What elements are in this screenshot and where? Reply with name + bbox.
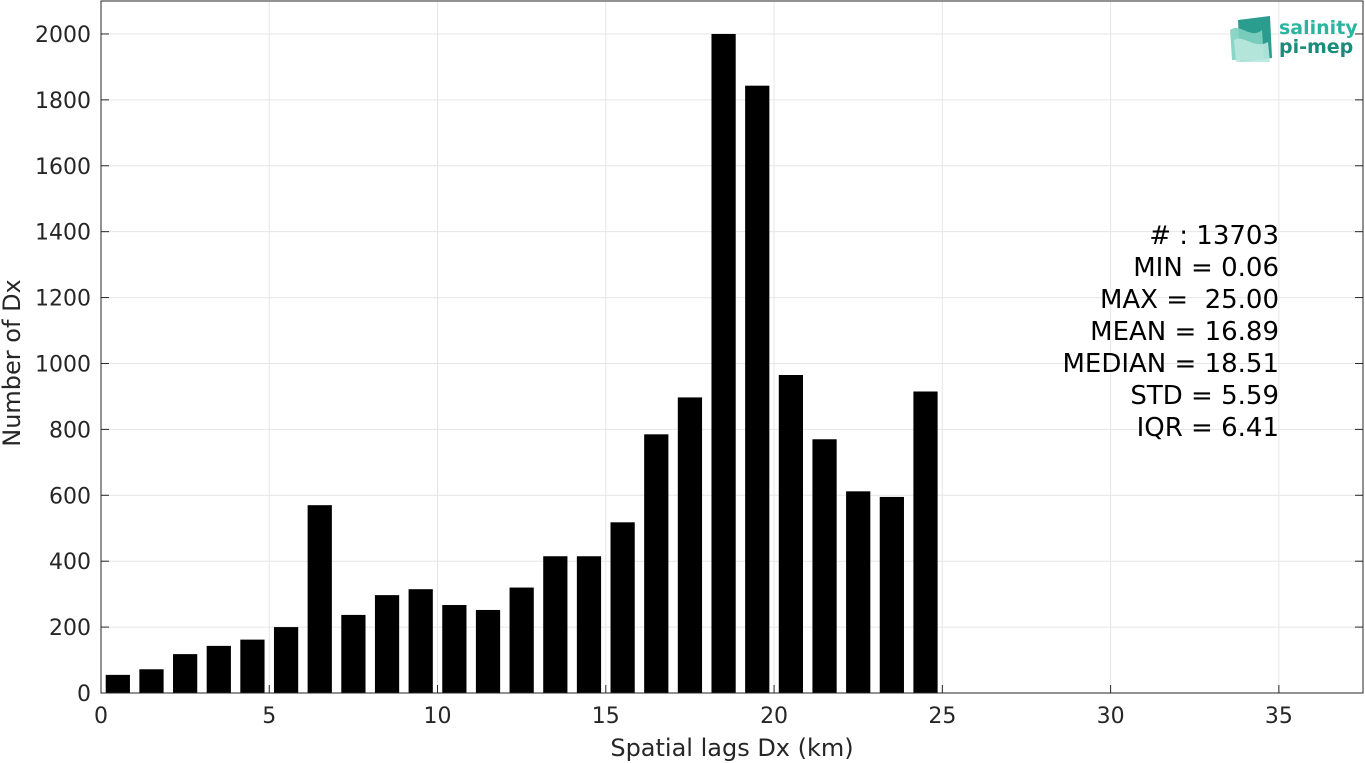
histogram-bar	[677, 397, 703, 693]
x-tick-label: 15	[592, 704, 620, 729]
y-tick-label: 1400	[35, 221, 91, 246]
statistics-box: # : 13703 MIN = 0.06 MAX = 25.00 MEAN = …	[1062, 221, 1279, 443]
histogram-bar	[105, 674, 130, 693]
stats-max: MAX = 25.00	[1100, 285, 1279, 315]
y-axis-ticks: 0 200 400 600 800 1000 1200 1400 1600 1800 2000	[35, 23, 1363, 707]
x-tick-label: 30	[1097, 704, 1125, 729]
plot-frame	[100, 0, 1364, 694]
stats-median: MEDIAN = 18.51	[1062, 349, 1279, 379]
wave-logo-icon	[1230, 16, 1272, 62]
histogram-bar	[913, 391, 938, 693]
histogram-bar	[778, 375, 804, 693]
y-tick-label: 1600	[35, 155, 91, 180]
histogram-bar	[509, 587, 534, 693]
histogram-bar	[812, 439, 837, 693]
x-tick-label: 35	[1265, 704, 1293, 729]
stats-mean: MEAN = 16.89	[1090, 317, 1279, 347]
x-axis-ticks: 0 5 10 15 20 25 30 35	[94, 685, 1293, 729]
x-tick-label: 0	[94, 704, 108, 729]
stats-min: MIN = 0.06	[1133, 253, 1279, 283]
y-tick-label: 800	[49, 418, 91, 443]
bars	[105, 33, 938, 693]
logo-text-pi-mep: pi-mep	[1279, 36, 1353, 58]
y-tick-label: 200	[49, 616, 91, 641]
histogram-bar	[543, 556, 568, 693]
histogram-bar	[240, 639, 265, 693]
x-tick-label: 20	[760, 704, 788, 729]
y-tick-label: 1000	[35, 352, 91, 377]
y-tick-label: 1200	[35, 287, 91, 312]
stats-count: # : 13703	[1149, 221, 1279, 251]
x-tick-label: 5	[262, 704, 276, 729]
y-tick-label: 0	[77, 682, 91, 707]
y-tick-label: 1800	[35, 89, 91, 114]
salinity-pi-mep-logo: salinity pi-mep	[1230, 16, 1358, 62]
x-tick-label: 25	[928, 704, 956, 729]
histogram-bar	[173, 654, 198, 693]
histogram-bar	[442, 605, 467, 693]
histogram-bar	[576, 556, 602, 693]
y-tick-label: 600	[49, 484, 91, 509]
histogram-bar	[273, 627, 299, 693]
x-tick-label: 10	[424, 704, 452, 729]
histogram-bar	[610, 522, 635, 693]
histogram-bar	[644, 434, 669, 693]
y-tick-label: 2000	[35, 23, 91, 48]
histogram-bar	[341, 614, 366, 693]
x-axis-title: Spatial lags Dx (km)	[610, 734, 853, 762]
histogram-bar	[206, 645, 231, 693]
y-axis-title: Number of Dx	[0, 279, 26, 446]
stats-iqr: IQR = 6.41	[1137, 413, 1279, 443]
histogram-bar	[374, 595, 400, 693]
y-tick-label: 400	[49, 550, 91, 575]
histogram-bar	[408, 589, 433, 693]
histogram-bar	[711, 33, 736, 693]
logo-text-salinity: salinity	[1279, 17, 1358, 39]
histogram-bar	[745, 85, 770, 693]
histogram-bar	[475, 609, 501, 693]
histogram-bar	[307, 505, 332, 693]
histogram-bar	[846, 491, 871, 693]
histogram-bar	[879, 496, 904, 693]
histogram-bar	[139, 669, 164, 693]
stats-std: STD = 5.59	[1130, 381, 1279, 411]
